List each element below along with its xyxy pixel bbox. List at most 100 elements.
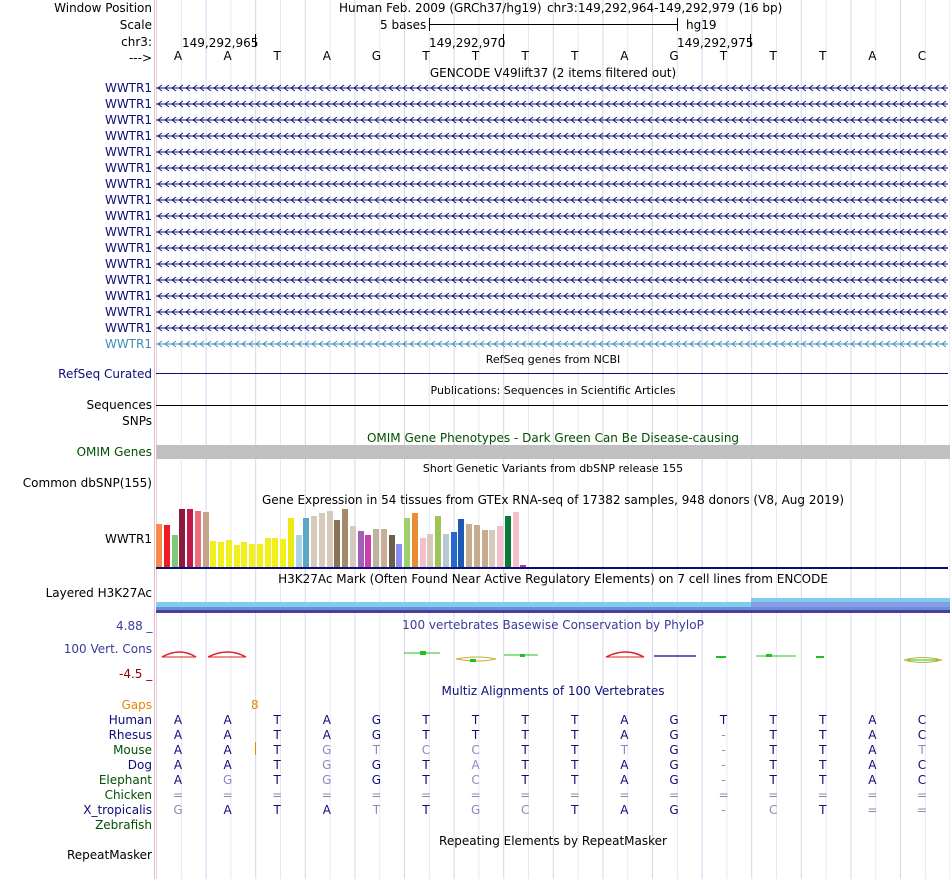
- multiz-species-label[interactable]: Elephant: [98, 773, 152, 787]
- gencode-row-label[interactable]: WWTR1: [104, 145, 152, 159]
- gtex-tissue-bar[interactable]: [241, 542, 248, 567]
- h3k27ac-title[interactable]: H3K27Ac Mark (Often Found Near Active Re…: [278, 572, 828, 586]
- gtex-tissue-bar[interactable]: [427, 533, 434, 567]
- gtex-tissue-bar[interactable]: [520, 565, 527, 567]
- gtex-tissue-bar[interactable]: [489, 530, 496, 567]
- gencode-row-label[interactable]: WWTR1: [104, 241, 152, 255]
- gtex-label[interactable]: WWTR1: [104, 532, 152, 546]
- gtex-bar-chart[interactable]: [156, 509, 534, 567]
- gencode-row-label[interactable]: WWTR1: [104, 209, 152, 223]
- multiz-title[interactable]: Multiz Alignments of 100 Vertebrates: [441, 684, 665, 698]
- gtex-tissue-bar[interactable]: [388, 535, 395, 567]
- gtex-tissue-bar[interactable]: [256, 543, 263, 567]
- gtex-tissue-bar[interactable]: [303, 518, 310, 567]
- gtex-tissue-bar[interactable]: [326, 510, 333, 567]
- pubs-label[interactable]: Sequences: [86, 398, 152, 412]
- gtex-tissue-bar[interactable]: [334, 520, 341, 567]
- gtex-tissue-bar[interactable]: [210, 540, 217, 567]
- gtex-tissue-bar[interactable]: [202, 512, 209, 567]
- gencode-row-label[interactable]: WWTR1: [104, 177, 152, 191]
- gencode-row-label[interactable]: WWTR1: [104, 305, 152, 319]
- gtex-tissue-bar[interactable]: [233, 544, 240, 567]
- multiz-gaps-label[interactable]: Gaps: [121, 698, 152, 712]
- gtex-tissue-bar[interactable]: [272, 538, 279, 567]
- gtex-tissue-bar[interactable]: [365, 535, 372, 567]
- multiz-species-label[interactable]: Human: [108, 713, 152, 727]
- gtex-tissue-bar[interactable]: [357, 531, 364, 567]
- gtex-tissue-bar[interactable]: [512, 512, 519, 567]
- gtex-tissue-bar[interactable]: [342, 509, 349, 567]
- gencode-row-label[interactable]: WWTR1: [104, 113, 152, 127]
- pubs-title[interactable]: Publications: Sequences in Scientific Ar…: [430, 384, 676, 397]
- gencode-row-label[interactable]: WWTR1: [104, 273, 152, 287]
- gencode-row-label[interactable]: WWTR1: [104, 257, 152, 271]
- snps-label[interactable]: SNPs: [122, 414, 152, 428]
- gencode-row-label[interactable]: WWTR1: [104, 225, 152, 239]
- repeatmasker-title[interactable]: Repeating Elements by RepeatMasker: [439, 834, 667, 848]
- gencode-row-label[interactable]: WWTR1: [104, 337, 152, 351]
- gtex-tissue-bar[interactable]: [156, 523, 163, 567]
- multiz-species-label[interactable]: X_tropicalis: [83, 803, 152, 817]
- gtex-tissue-bar[interactable]: [264, 538, 271, 567]
- gencode-row-label[interactable]: WWTR1: [104, 129, 152, 143]
- gtex-tissue-bar[interactable]: [442, 533, 449, 567]
- multiz-species-label[interactable]: Chicken: [104, 788, 152, 802]
- h3k27ac-signal[interactable]: [156, 598, 950, 615]
- multiz-species-label[interactable]: Zebrafish: [95, 818, 152, 832]
- omim-label[interactable]: OMIM Genes: [76, 445, 152, 459]
- gtex-tissue-bar[interactable]: [504, 515, 511, 567]
- gtex-tissue-bar[interactable]: [179, 509, 186, 567]
- phylop-title[interactable]: 100 vertebrates Basewise Conservation by…: [402, 618, 704, 632]
- gtex-tissue-bar[interactable]: [163, 524, 170, 567]
- gtex-tissue-bar[interactable]: [218, 542, 225, 567]
- dbsnp-label[interactable]: Common dbSNP(155): [22, 476, 152, 490]
- gtex-tissue-bar[interactable]: [287, 518, 294, 567]
- assembly-name[interactable]: Human Feb. 2009 (GRCh37/hg19): [339, 1, 542, 15]
- gtex-tissue-bar[interactable]: [466, 523, 473, 567]
- phylop-signal[interactable]: [156, 645, 950, 667]
- h3k27ac-label[interactable]: Layered H3K27Ac: [45, 586, 152, 600]
- repeatmasker-label[interactable]: RepeatMasker: [66, 848, 152, 862]
- gtex-tissue-bar[interactable]: [187, 509, 194, 567]
- gtex-tissue-bar[interactable]: [280, 539, 287, 567]
- gencode-row-label[interactable]: WWTR1: [104, 289, 152, 303]
- gtex-tissue-bar[interactable]: [194, 510, 201, 567]
- gtex-tissue-bar[interactable]: [349, 526, 356, 567]
- gtex-tissue-bar[interactable]: [497, 526, 504, 567]
- gencode-title[interactable]: GENCODE V49lift37 (2 items filtered out): [429, 66, 677, 80]
- gtex-tissue-bar[interactable]: [450, 532, 457, 567]
- gtex-tissue-bar[interactable]: [411, 513, 418, 567]
- position-readout[interactable]: chr3:149,292,964-149,292,979 (16 bp): [547, 1, 783, 15]
- gtex-tissue-bar[interactable]: [249, 543, 256, 567]
- gencode-row-label[interactable]: WWTR1: [104, 193, 152, 207]
- omim-title[interactable]: OMIM Gene Phenotypes - Dark Green Can Be…: [366, 431, 740, 445]
- gtex-tissue-bar[interactable]: [404, 517, 411, 567]
- multiz-species-label[interactable]: Rhesus: [108, 728, 152, 742]
- gtex-tissue-bar[interactable]: [419, 538, 426, 567]
- phylop-label[interactable]: 100 Vert. Cons: [63, 642, 152, 656]
- gtex-title[interactable]: Gene Expression in 54 tissues from GTEx …: [261, 493, 845, 507]
- multiz-species-label[interactable]: Dog: [127, 758, 152, 772]
- gtex-tissue-bar[interactable]: [481, 530, 488, 567]
- gtex-tissue-bar[interactable]: [380, 529, 387, 567]
- gtex-tissue-bar[interactable]: [295, 535, 302, 567]
- gtex-tissue-bar[interactable]: [311, 515, 318, 567]
- gencode-row-label[interactable]: WWTR1: [104, 161, 152, 175]
- refseq-title[interactable]: RefSeq genes from NCBI: [485, 353, 621, 366]
- gtex-tissue-bar[interactable]: [318, 513, 325, 567]
- gtex-tissue-bar[interactable]: [225, 539, 232, 567]
- dbsnp-title[interactable]: Short Genetic Variants from dbSNP releas…: [422, 462, 684, 475]
- gtex-tissue-bar[interactable]: [473, 524, 480, 567]
- gencode-row-label[interactable]: WWTR1: [104, 81, 152, 95]
- multiz-species-label[interactable]: Mouse: [113, 743, 152, 757]
- gtex-tissue-bar[interactable]: [435, 515, 442, 567]
- gencode-row-label[interactable]: WWTR1: [104, 321, 152, 335]
- gtex-tissue-bar[interactable]: [171, 535, 178, 567]
- gencode-tracks[interactable]: [156, 81, 950, 353]
- omim-feature[interactable]: [156, 445, 950, 459]
- gtex-tissue-bar[interactable]: [458, 519, 465, 567]
- gtex-tissue-bar[interactable]: [396, 543, 403, 567]
- gencode-row-label[interactable]: WWTR1: [104, 97, 152, 111]
- refseq-label[interactable]: RefSeq Curated: [58, 367, 152, 381]
- gtex-tissue-bar[interactable]: [373, 529, 380, 567]
